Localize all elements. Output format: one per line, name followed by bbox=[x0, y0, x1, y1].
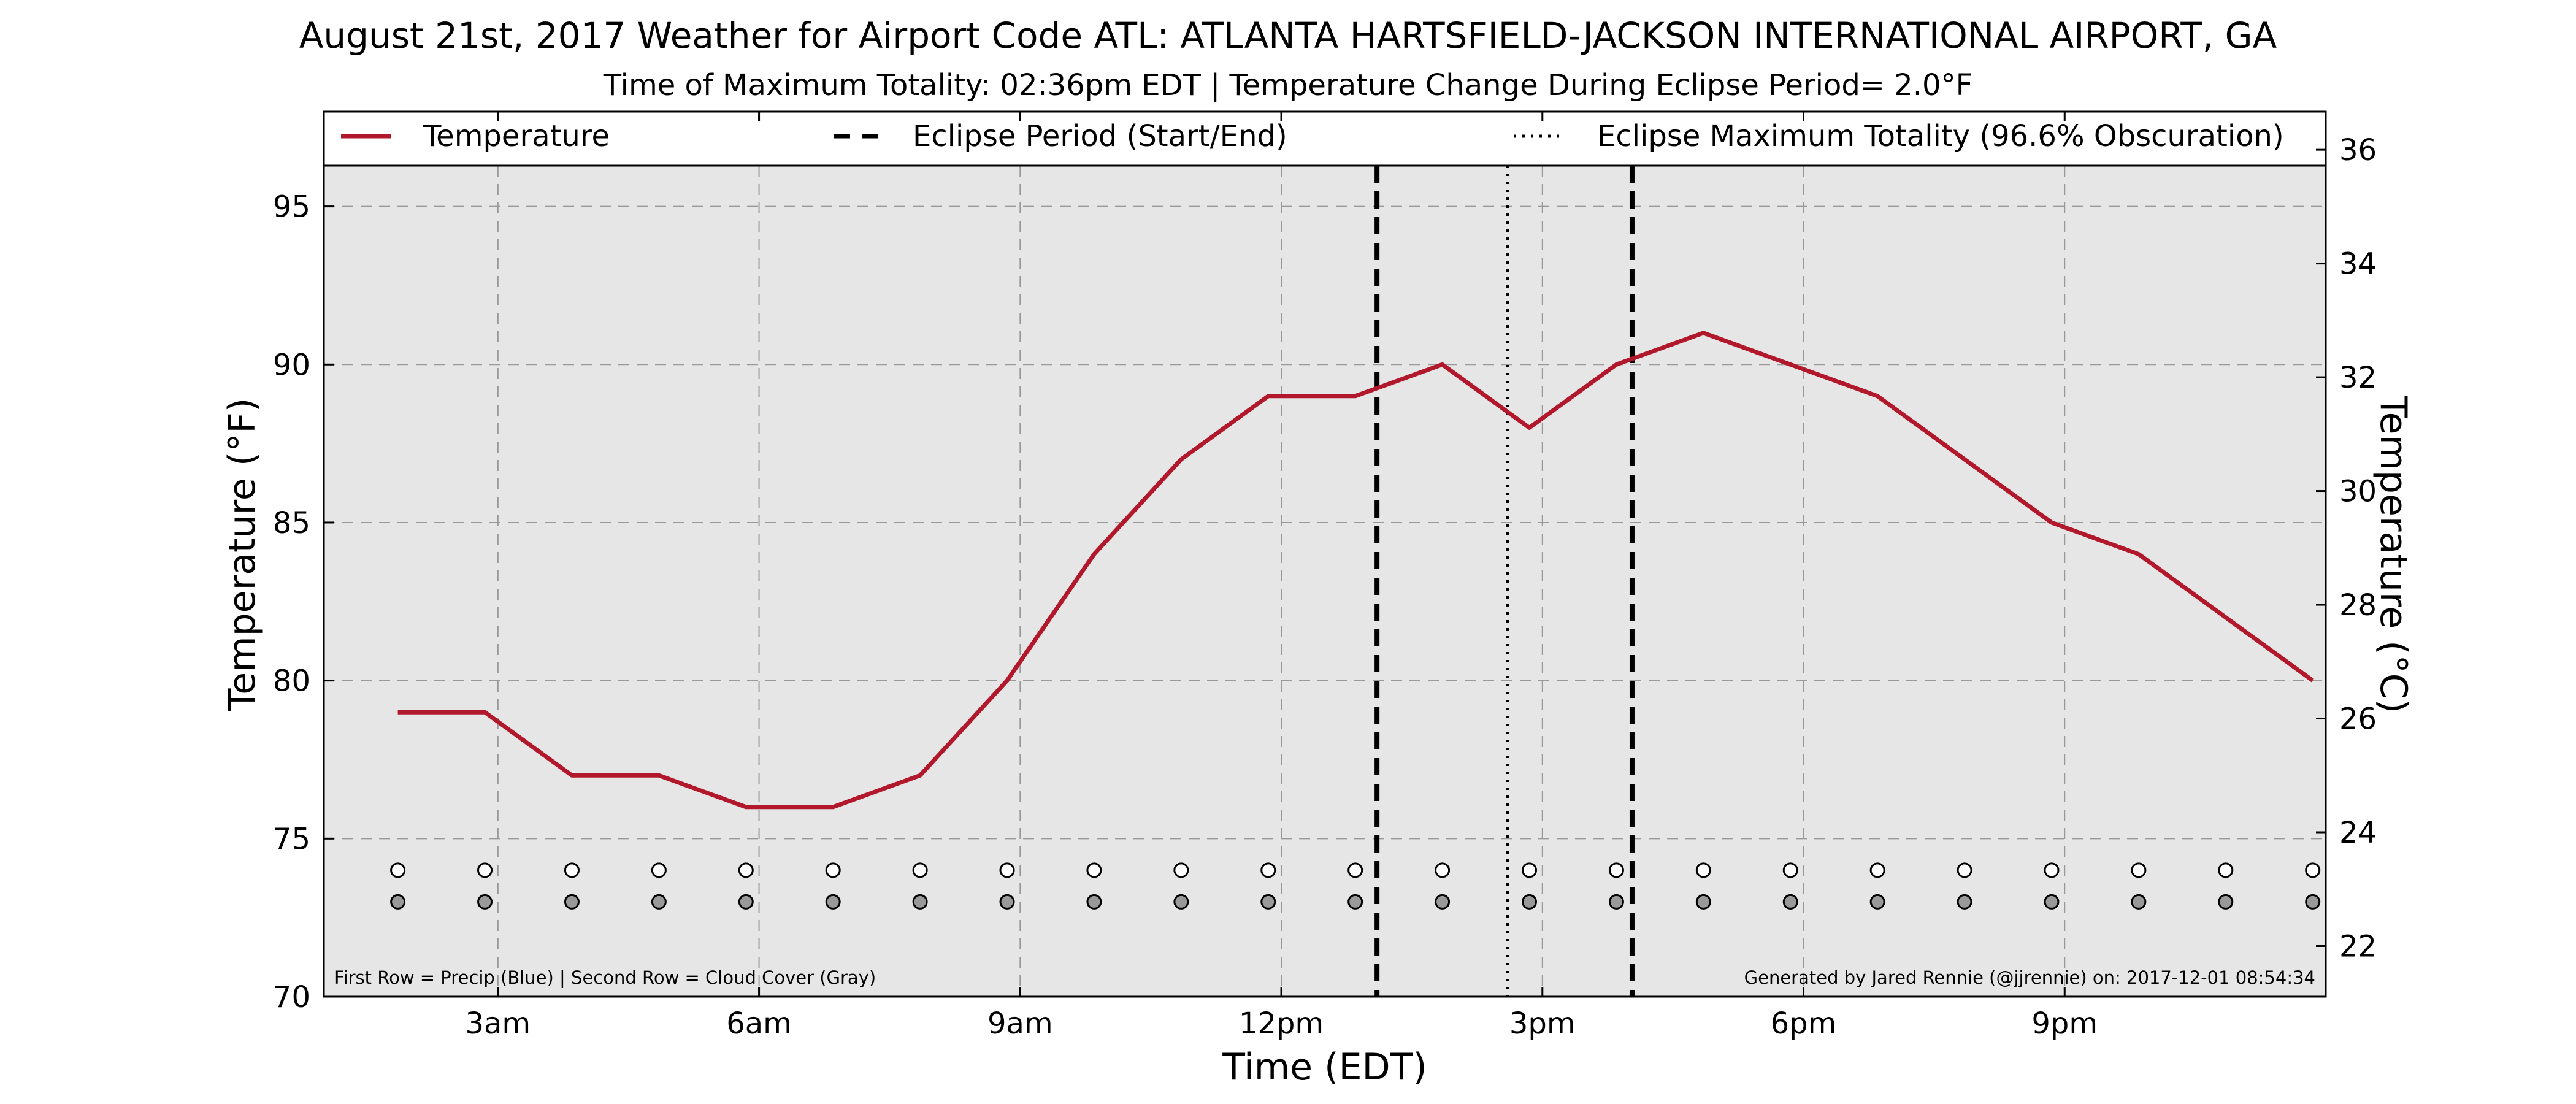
cloud-cover-marker bbox=[1435, 894, 1451, 910]
y-tick-label: 90 bbox=[273, 348, 310, 382]
x-tick-label: 6pm bbox=[1771, 1006, 1837, 1041]
cloud-cover-marker bbox=[912, 894, 928, 910]
x-tick-label: 3am bbox=[465, 1006, 531, 1041]
y-tick-label: 85 bbox=[273, 506, 310, 540]
y-tick-label: 80 bbox=[273, 664, 310, 699]
cloud-cover-marker bbox=[651, 894, 667, 910]
precip-marker bbox=[2044, 862, 2060, 878]
cloud-cover-marker bbox=[1521, 894, 1537, 910]
precip-marker bbox=[1608, 862, 1624, 878]
cloud-cover-marker bbox=[1957, 894, 1972, 910]
precip-marker bbox=[1957, 862, 1972, 878]
cloud-cover-marker bbox=[825, 894, 841, 910]
precip-marker bbox=[738, 862, 754, 878]
cloud-cover-marker bbox=[2218, 894, 2234, 910]
eclipse-lines bbox=[1374, 166, 1635, 997]
cloud-cover-marker bbox=[2131, 894, 2147, 910]
precip-marker bbox=[390, 862, 406, 878]
precip-marker bbox=[2131, 862, 2147, 878]
precip-marker bbox=[1086, 862, 1102, 878]
cloud-cover-marker bbox=[1695, 894, 1711, 910]
cloud-cover-marker bbox=[999, 894, 1015, 910]
grid-lines bbox=[324, 166, 2326, 997]
cloud-cover-marker bbox=[477, 894, 493, 910]
precip-marker bbox=[1435, 862, 1451, 878]
precip-marker bbox=[999, 862, 1015, 878]
legend-temperature-label: Temperature bbox=[423, 119, 610, 153]
cloud-cover-marker bbox=[1260, 894, 1276, 910]
y-axis-label-right: Temperature (°C) bbox=[2372, 395, 2415, 713]
plot-frame bbox=[323, 110, 2327, 998]
precip-marker bbox=[1782, 862, 1798, 878]
y-tick-label: 95 bbox=[273, 190, 310, 224]
legend-eclipse-period-label: Eclipse Period (Start/End) bbox=[913, 119, 1287, 153]
cloud-cover-marker bbox=[2044, 894, 2060, 910]
precip-marker bbox=[2305, 862, 2321, 878]
cloud-cover-marker bbox=[390, 894, 406, 910]
precip-marker bbox=[1869, 862, 1885, 878]
x-tick-label: 6am bbox=[726, 1006, 792, 1041]
footnote-left: First Row = Precip (Blue) | Second Row =… bbox=[334, 967, 876, 988]
cloud-cover-marker bbox=[1173, 894, 1189, 910]
marker-rows bbox=[390, 862, 2321, 910]
y-axis-label-left: Temperature (°F) bbox=[221, 398, 264, 711]
temperature-line bbox=[397, 331, 2314, 810]
cloud-cover-marker bbox=[1608, 894, 1624, 910]
plot-area bbox=[324, 166, 2326, 997]
cloud-cover-marker bbox=[738, 894, 754, 910]
chart-title: August 21st, 2017 Weather for Airport Co… bbox=[299, 15, 2277, 56]
cloud-cover-marker bbox=[1869, 894, 1885, 910]
y-right-tick-label: 22 bbox=[2339, 929, 2377, 964]
precip-marker bbox=[2218, 862, 2234, 878]
y-right-tick-label: 26 bbox=[2339, 702, 2377, 737]
chart-subtitle: Time of Maximum Totality: 02:36pm EDT | … bbox=[603, 68, 1972, 102]
y-axis-ticks-right: 22 24 26 28 30 32 34 36 bbox=[2316, 133, 2377, 964]
cloud-cover-marker bbox=[1086, 894, 1102, 910]
y-tick-label: 75 bbox=[273, 822, 310, 856]
precip-marker bbox=[912, 862, 928, 878]
precip-marker bbox=[1521, 862, 1537, 878]
precip-marker bbox=[1347, 862, 1363, 878]
y-right-tick-label: 32 bbox=[2339, 361, 2377, 395]
x-tick-label: 12pm bbox=[1239, 1006, 1324, 1041]
precip-marker bbox=[564, 862, 580, 878]
y-axis-ticks-left: 70 75 80 85 90 95 bbox=[273, 190, 334, 1014]
x-axis-ticks: 3am 6am 9am 12pm 3pm 6pm 9pm bbox=[465, 112, 2098, 1041]
precip-marker bbox=[1173, 862, 1189, 878]
x-axis-label: Time (EDT) bbox=[1222, 1046, 1427, 1089]
precip-marker bbox=[477, 862, 493, 878]
y-right-tick-label: 34 bbox=[2339, 247, 2377, 282]
y-right-tick-label: 30 bbox=[2339, 475, 2377, 509]
legend-eclipse-totality-label: Eclipse Maximum Totality (96.6% Obscurat… bbox=[1597, 119, 2284, 153]
y-right-tick-label: 36 bbox=[2339, 133, 2377, 167]
cloud-cover-marker bbox=[1782, 894, 1798, 910]
cloud-cover-marker bbox=[1347, 894, 1363, 910]
footnote-right: Generated by Jared Rennie (@jjrennie) on… bbox=[1744, 967, 2315, 988]
cloud-cover-marker bbox=[2305, 894, 2321, 910]
precip-marker bbox=[1695, 862, 1711, 878]
y-right-tick-label: 24 bbox=[2339, 816, 2377, 850]
x-tick-label: 9am bbox=[987, 1006, 1053, 1041]
x-tick-label: 3pm bbox=[1509, 1006, 1576, 1041]
x-tick-label: 9pm bbox=[2031, 1006, 2098, 1041]
cloud-cover-marker bbox=[564, 894, 580, 910]
y-tick-label: 70 bbox=[273, 980, 310, 1014]
legend: Temperature Eclipse Period (Start/End) E… bbox=[341, 119, 2284, 153]
precip-marker bbox=[825, 862, 841, 878]
precip-marker bbox=[1260, 862, 1276, 878]
precip-marker bbox=[651, 862, 667, 878]
y-right-tick-label: 28 bbox=[2339, 588, 2377, 623]
